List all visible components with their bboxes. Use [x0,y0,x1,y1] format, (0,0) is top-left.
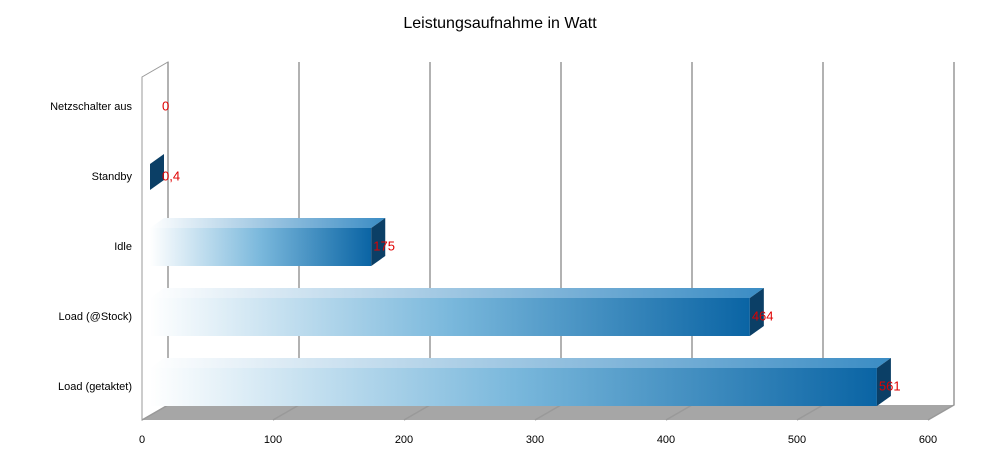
y-tick-label: Load (getaktet) [58,381,132,393]
chart-title: Leistungsaufnahme in Watt [403,15,597,32]
bar-top [150,358,891,368]
data-label: 464 [752,308,774,323]
x-tick-label: 0 [139,434,145,446]
y-tick-label: Netzschalter aus [50,101,132,113]
bar-front [150,298,750,336]
x-tick-label: 100 [264,434,282,446]
grid-line [927,62,955,421]
bar-top [150,218,386,228]
data-label: 0,4 [162,168,180,183]
x-tick-label: 200 [395,434,413,446]
y-tick-label: Idle [114,241,132,253]
bar-end [371,218,386,266]
x-tick-label: 300 [526,434,544,446]
data-label: 0 [162,98,169,113]
bar-front [150,368,877,406]
bar [150,358,891,406]
bar-front [150,228,372,266]
bar-end [876,358,891,406]
bar [150,218,386,266]
y-tick-label: Load (@Stock) [58,311,132,323]
data-label: 561 [879,378,901,393]
x-tick-label: 400 [657,434,675,446]
data-label: 175 [373,238,395,253]
x-tick-label: 600 [919,434,937,446]
bar [150,154,164,190]
bar-top [150,288,764,298]
x-tick-label: 500 [788,434,806,446]
bar-end [749,288,764,336]
bar [150,288,764,336]
y-tick-label: Standby [92,171,133,183]
bar-end [150,154,164,190]
